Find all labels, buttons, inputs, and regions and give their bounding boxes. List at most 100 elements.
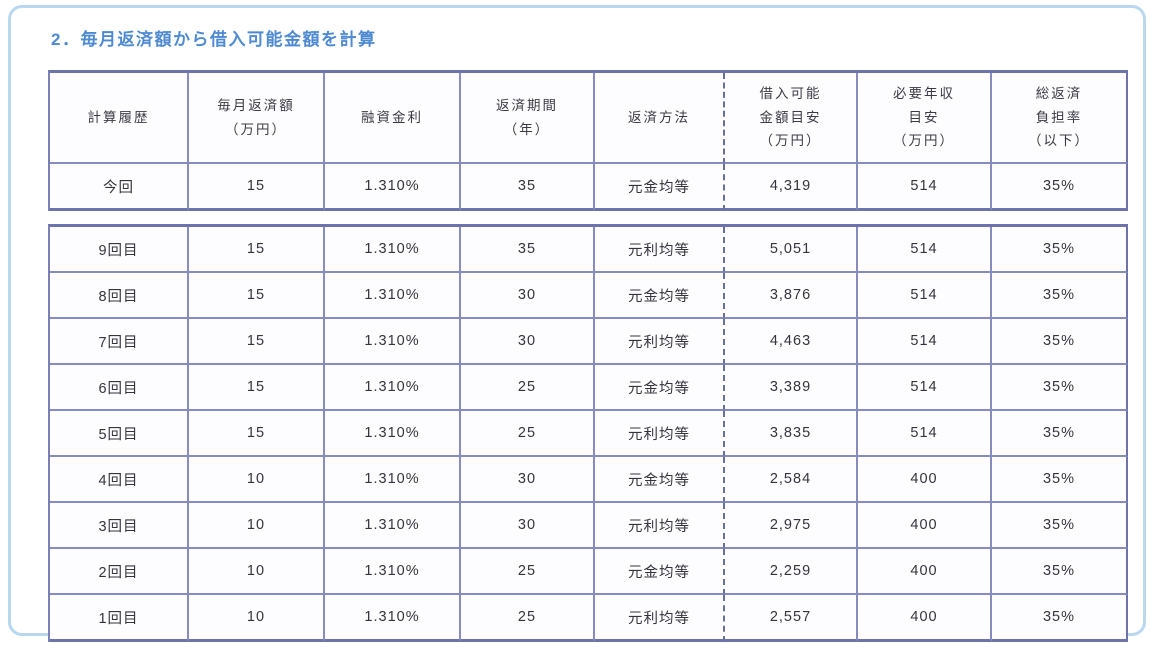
data-cell: 4,319: [725, 164, 858, 211]
table-row: 7回目 15 1.310% 30 元利均等 4,463 514 35%: [50, 319, 1128, 365]
row-label-cell: 4回目: [50, 457, 189, 503]
column-header-line: （万円）: [225, 121, 287, 137]
table-row: 3回目 10 1.310% 30 元利均等 2,975 400 35%: [50, 503, 1128, 549]
data-cell: 1.310%: [325, 319, 461, 365]
calculation-history-body: 9回目 15 1.310% 35 元利均等 5,051 514 35% 8回目 15 1.310% 3…: [50, 227, 1128, 642]
document-panel: 2．毎月返済額から借入可能金額を計算 計算履歴 毎月返済額 （万円） 融資金利 返済期間…: [8, 5, 1146, 642]
data-cell: 30: [461, 319, 595, 365]
data-cell: 1.310%: [325, 549, 461, 595]
data-cell: 35%: [992, 503, 1128, 549]
data-cell: 35: [461, 164, 595, 211]
row-label-cell: 2回目: [50, 549, 189, 595]
data-cell: 10: [189, 549, 325, 595]
data-cell: 1.310%: [325, 595, 461, 642]
table-row: 1回目 10 1.310% 25 元利均等 2,557 400 35%: [50, 595, 1128, 642]
table-row: 6回目 15 1.310% 25 元金均等 3,389 514 35%: [50, 365, 1128, 411]
header-row: 計算履歴 毎月返済額 （万円） 融資金利 返済期間 （年） 返済方法 借入可能金額目安 （万円）…: [50, 73, 1128, 164]
data-cell: 1.310%: [325, 457, 461, 503]
column-header: 返済方法: [595, 73, 725, 164]
data-cell: 25: [461, 411, 595, 457]
data-cell: 15: [189, 319, 325, 365]
table-row: 5回目 15 1.310% 25 元利均等 3,835 514 35%: [50, 411, 1128, 457]
column-header-line: 金額目安: [759, 109, 822, 125]
data-cell: 35%: [992, 319, 1128, 365]
column-header-line: （以下）: [1028, 133, 1090, 149]
table-row: 4回目 10 1.310% 30 元金均等 2,584 400 35%: [50, 457, 1128, 503]
data-cell: 400: [858, 457, 992, 503]
column-header: 融資金利: [325, 73, 461, 164]
column-header: 必要年収 目安 （万円）: [858, 73, 992, 164]
column-header-line: （年）: [503, 121, 551, 137]
data-cell: 15: [189, 164, 325, 211]
data-cell: 2,584: [725, 457, 858, 503]
row-label-cell: 8回目: [50, 273, 189, 319]
data-cell: 1.310%: [325, 227, 461, 273]
row-label-cell: 5回目: [50, 411, 189, 457]
column-header-line: 返済方法: [628, 109, 690, 125]
data-cell: 1.310%: [325, 503, 461, 549]
data-cell: 元金均等: [595, 164, 725, 211]
column-header-line: 毎月返済額: [217, 97, 295, 113]
column-header-line: 融資金利: [361, 109, 423, 125]
column-header: 計算履歴: [50, 73, 189, 164]
column-header-line: 総返済: [1035, 86, 1083, 102]
data-cell: 30: [461, 503, 595, 549]
data-cell: 35%: [992, 164, 1128, 211]
data-cell: 30: [461, 457, 595, 503]
data-cell: 15: [189, 365, 325, 411]
data-cell: 元金均等: [595, 365, 725, 411]
current-calculation-table: 計算履歴 毎月返済額 （万円） 融資金利 返済期間 （年） 返済方法 借入可能金額目安 （万円）…: [48, 70, 1128, 211]
data-cell: 514: [858, 365, 992, 411]
table-row: 2回目 10 1.310% 25 元金均等 2,259 400 35%: [50, 549, 1128, 595]
data-cell: 元利均等: [595, 595, 725, 642]
column-header-line: 目安: [908, 109, 940, 125]
row-label-cell: 1回目: [50, 595, 189, 642]
data-cell: 10: [189, 595, 325, 642]
column-header: 返済期間 （年）: [461, 73, 595, 164]
data-cell: 514: [858, 227, 992, 273]
data-cell: 3,876: [725, 273, 858, 319]
data-cell: 35%: [992, 365, 1128, 411]
column-header: 毎月返済額 （万円）: [189, 73, 325, 164]
column-header: 借入可能 金額目安 （万円）: [725, 73, 858, 164]
data-cell: 25: [461, 595, 595, 642]
table-row: 今回 15 1.310% 35 元金均等 4,319 514 35%: [50, 164, 1128, 211]
data-cell: 10: [189, 503, 325, 549]
data-cell: 4,463: [725, 319, 858, 365]
calculation-history-table: 9回目 15 1.310% 35 元利均等 5,051 514 35% 8回目 15 1.310% 3…: [48, 224, 1128, 642]
data-cell: 元金均等: [595, 273, 725, 319]
data-cell: 35%: [992, 549, 1128, 595]
table-header: 計算履歴 毎月返済額 （万円） 融資金利 返済期間 （年） 返済方法 借入可能金額目安 （万円）…: [50, 73, 1128, 164]
column-header-line: 借入可能: [759, 86, 822, 102]
data-cell: 2,259: [725, 549, 858, 595]
data-cell: 1.310%: [325, 164, 461, 211]
column-header-line: 返済期間: [496, 97, 558, 113]
data-cell: 35%: [992, 595, 1128, 642]
column-header-line: （万円）: [893, 133, 955, 149]
page-title: 2．毎月返済額から借入可能金額を計算: [51, 30, 377, 49]
data-cell: 2,975: [725, 503, 858, 549]
data-cell: 5,051: [725, 227, 858, 273]
data-cell: 35%: [992, 457, 1128, 503]
column-header-line: 計算履歴: [87, 109, 150, 125]
data-cell: 30: [461, 273, 595, 319]
column-header-line: 負担率: [1035, 109, 1083, 125]
data-cell: 15: [189, 227, 325, 273]
data-cell: 400: [858, 503, 992, 549]
data-cell: 元利均等: [595, 227, 725, 273]
data-cell: 25: [461, 549, 595, 595]
data-cell: 35: [461, 227, 595, 273]
current-calculation-body: 今回 15 1.310% 35 元金均等 4,319 514 35%: [50, 164, 1128, 211]
data-cell: 2,557: [725, 595, 858, 642]
data-cell: 35%: [992, 227, 1128, 273]
data-cell: 400: [858, 549, 992, 595]
data-cell: 10: [189, 457, 325, 503]
data-cell: 1.310%: [325, 365, 461, 411]
data-cell: 3,835: [725, 411, 858, 457]
data-cell: 400: [858, 595, 992, 642]
data-cell: 514: [858, 411, 992, 457]
data-cell: 1.310%: [325, 411, 461, 457]
data-cell: 元利均等: [595, 503, 725, 549]
data-cell: 1.310%: [325, 273, 461, 319]
row-label-cell: 9回目: [50, 227, 189, 273]
